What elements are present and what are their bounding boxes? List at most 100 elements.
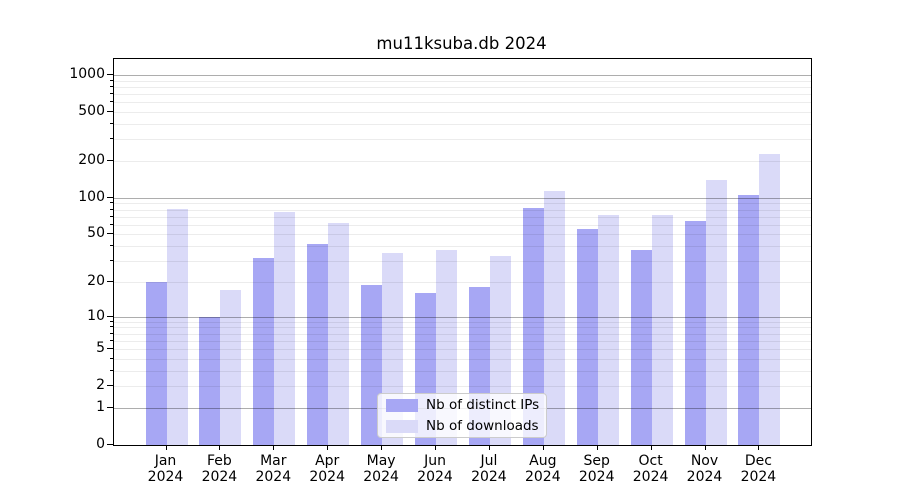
bar-downloads-feb bbox=[220, 290, 242, 445]
x-tick-label-year: 2024 bbox=[255, 469, 292, 485]
bar-downloads-oct bbox=[651, 214, 673, 445]
bar-distinct-ips-nov bbox=[684, 221, 706, 445]
x-tick-label-year: 2024 bbox=[417, 469, 453, 485]
bar-distinct-ips-may bbox=[361, 284, 383, 445]
bar-downloads-sep bbox=[597, 215, 619, 445]
gridline-minor bbox=[114, 281, 811, 283]
x-tick bbox=[435, 445, 436, 450]
y-minor-tick bbox=[110, 93, 113, 95]
x-tick-label: Nov 2024 bbox=[675, 453, 735, 485]
y-tick bbox=[107, 233, 113, 235]
bar-downloads-nov bbox=[705, 180, 727, 445]
x-tick-label-year: 2024 bbox=[578, 469, 615, 485]
gridline-major bbox=[114, 316, 811, 318]
gridline-minor bbox=[114, 112, 811, 114]
bar-downloads-aug bbox=[543, 191, 565, 445]
y-tick bbox=[107, 111, 113, 113]
y-tick bbox=[107, 444, 113, 445]
x-tick-label-month: May bbox=[366, 453, 396, 469]
gridline-minor bbox=[114, 224, 811, 226]
legend-item-distinct-ips: Nb of distinct IPs bbox=[386, 397, 546, 413]
bar-downloads-apr bbox=[328, 223, 350, 445]
y-minor-tick bbox=[110, 369, 113, 371]
x-tick-label-month: Sep bbox=[583, 453, 610, 469]
x-tick-label: Dec 2024 bbox=[728, 453, 788, 485]
legend-label-distinct-ips: Nb of distinct IPs bbox=[426, 397, 540, 413]
x-tick-label-year: 2024 bbox=[471, 469, 507, 485]
gridline-minor bbox=[114, 386, 811, 388]
y-minor-tick bbox=[110, 320, 113, 322]
y-minor-tick bbox=[110, 260, 113, 262]
legend: Nb of distinct IPs Nb of downloads bbox=[377, 393, 547, 438]
x-tick-label: Jul 2024 bbox=[459, 453, 519, 485]
bar-distinct-ips-apr bbox=[307, 243, 329, 445]
x-tick bbox=[758, 445, 760, 450]
legend-item-downloads: Nb of downloads bbox=[386, 418, 546, 434]
y-tick-label: 100 bbox=[78, 188, 105, 205]
y-minor-tick bbox=[110, 339, 113, 341]
gridline-minor bbox=[114, 234, 811, 236]
y-tick bbox=[107, 315, 113, 317]
y-minor-tick bbox=[110, 357, 113, 359]
y-tick bbox=[107, 406, 113, 408]
y-minor-tick bbox=[110, 101, 113, 103]
x-tick-label-year: 2024 bbox=[147, 469, 184, 485]
gridline-minor bbox=[114, 203, 811, 205]
bar-distinct-ips-aug bbox=[522, 207, 544, 445]
y-minor-tick bbox=[110, 85, 113, 87]
y-minor-tick bbox=[110, 138, 113, 140]
y-tick bbox=[107, 280, 113, 282]
x-tick bbox=[488, 445, 490, 450]
y-tick-label: 2 bbox=[96, 377, 105, 394]
y-tick bbox=[107, 196, 113, 198]
gridline-minor bbox=[114, 358, 811, 360]
y-minor-tick bbox=[110, 326, 113, 328]
gridline-minor bbox=[114, 86, 811, 88]
x-tick-label-month: Mar bbox=[260, 453, 287, 469]
bar-downloads-dec bbox=[759, 153, 781, 445]
x-tick bbox=[704, 445, 706, 450]
bar-downloads-jan bbox=[166, 209, 188, 445]
legend-label-downloads: Nb of downloads bbox=[426, 418, 539, 434]
bar-distinct-ips-mar bbox=[253, 257, 275, 445]
x-tick bbox=[219, 445, 221, 450]
bar-distinct-ips-feb bbox=[199, 316, 221, 445]
x-tick bbox=[381, 445, 383, 450]
x-tick-label-month: Apr bbox=[315, 453, 340, 469]
y-minor-tick bbox=[110, 123, 113, 124]
gridline-minor bbox=[114, 340, 811, 342]
x-tick-label-month: Jul bbox=[480, 453, 498, 469]
x-tick-label: Feb 2024 bbox=[189, 453, 249, 485]
x-tick-label: Mar 2024 bbox=[243, 453, 303, 485]
gridline-major bbox=[114, 75, 811, 76]
gridline-minor bbox=[114, 139, 811, 141]
y-minor-tick bbox=[110, 223, 113, 225]
y-tick bbox=[107, 385, 113, 387]
x-tick-label: Sep 2024 bbox=[567, 453, 627, 485]
x-tick-label: Apr 2024 bbox=[297, 453, 357, 485]
gridline-major bbox=[114, 197, 811, 199]
x-tick bbox=[542, 445, 544, 450]
gridline-minor bbox=[114, 246, 811, 248]
x-tick-label-month: Jan bbox=[154, 453, 177, 469]
y-tick-label: 50 bbox=[87, 225, 105, 242]
x-tick-label: Jun 2024 bbox=[405, 453, 465, 485]
x-tick-label-year: 2024 bbox=[686, 469, 723, 485]
y-tick-label: 200 bbox=[78, 152, 105, 168]
x-tick-label-month: Feb bbox=[206, 453, 232, 469]
gridline-minor bbox=[114, 327, 811, 329]
x-tick-label-year: 2024 bbox=[524, 469, 561, 485]
x-tick-label: Jan 2024 bbox=[136, 453, 196, 485]
legend-swatch-downloads bbox=[386, 419, 418, 433]
x-tick-label: May 2024 bbox=[351, 453, 411, 485]
x-tick-label-year: 2024 bbox=[740, 469, 777, 485]
x-tick-label-year: 2024 bbox=[632, 469, 669, 485]
x-tick-label-year: 2024 bbox=[201, 469, 238, 485]
x-tick-label-year: 2024 bbox=[363, 469, 399, 485]
x-tick-label-year: 2024 bbox=[309, 469, 345, 485]
x-tick bbox=[273, 445, 275, 450]
x-tick-label-month: Jun bbox=[424, 453, 446, 469]
y-minor-tick bbox=[110, 79, 113, 81]
bar-distinct-ips-oct bbox=[630, 250, 652, 445]
